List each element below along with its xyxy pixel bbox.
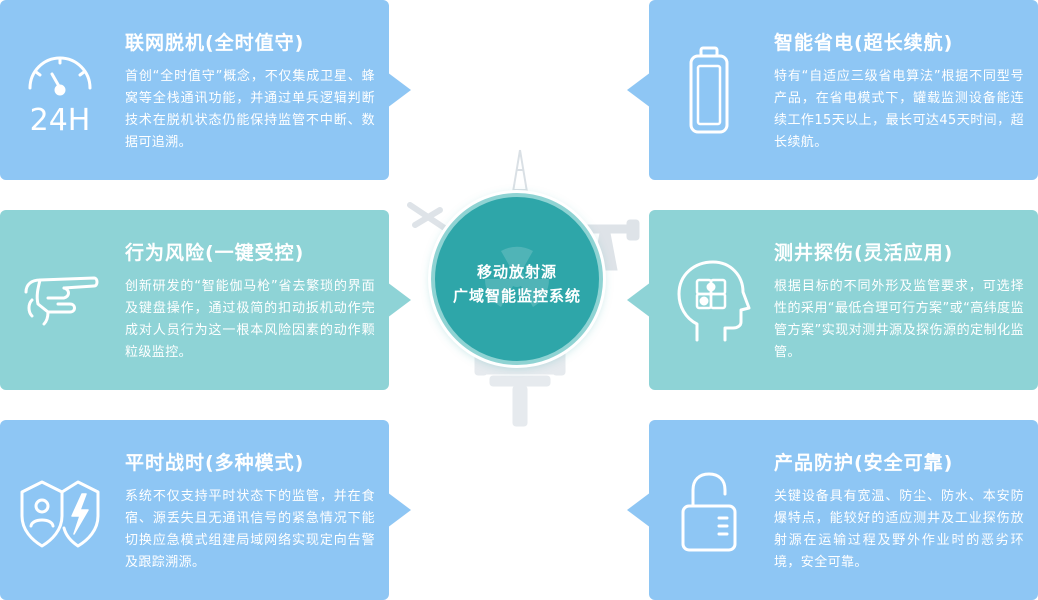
feature-description: 创新研发的“智能伽马枪”省去繁琐的界面及键盘操作，通过极简的扣动扳机动作完成对人… bbox=[125, 279, 375, 360]
card-pointer bbox=[627, 492, 651, 528]
shield-user-lightning-icon bbox=[18, 464, 102, 556]
gauge-24h-icon: 24H bbox=[18, 44, 102, 136]
feature-title: 智能省电(超长续航) bbox=[774, 32, 954, 54]
hand-pointing-icon bbox=[18, 254, 102, 346]
battery-icon bbox=[667, 44, 751, 136]
feature-title: 产品防护(安全可靠) bbox=[774, 452, 954, 474]
feature-title: 平时战时(多种模式) bbox=[125, 452, 305, 474]
feature-description: 根据目标的不同外形及监管要求，可选择性的采用“最低合理可行方案”或“高纬度监管方… bbox=[774, 279, 1024, 360]
feature-card-offline-monitoring: 24H 联网脱机(全时值守) 首创“全时值守”概念，不仅集成卫星、蜂窝等全栈通讯… bbox=[0, 0, 411, 180]
center-title-line2: 广域智能监控系统 bbox=[452, 287, 581, 305]
svg-text:24H: 24H bbox=[30, 103, 91, 136]
feature-title: 测井探伤(灵活应用) bbox=[774, 242, 954, 264]
card-pointer bbox=[627, 282, 651, 318]
card-pointer bbox=[387, 282, 411, 318]
feature-title: 行为风险(一键受控) bbox=[125, 242, 305, 264]
center-system-badge: 移动放射源 广域智能监控系统 bbox=[431, 193, 603, 365]
feature-card-power-saving: 智能省电(超长续航) 特有“自适应三级省电算法”根据不同型号产品，在省电模式下，… bbox=[627, 0, 1038, 180]
feature-description: 特有“自适应三级省电算法”根据不同型号产品，在省电模式下，罐载监测设备能连续工作… bbox=[774, 69, 1024, 150]
card-pointer bbox=[387, 492, 411, 528]
feature-title: 联网脱机(全时值守) bbox=[125, 32, 305, 54]
feature-card-logging-inspection: 测井探伤(灵活应用) 根据目标的不同外形及监管要求，可选择性的采用“最低合理可行… bbox=[627, 210, 1038, 390]
feature-card-protection: 产品防护(安全可靠) 关键设备具有宽温、防尘、防水、本安防爆特点，能较好的适应测… bbox=[627, 420, 1038, 600]
padlock-icon bbox=[667, 464, 751, 556]
head-puzzle-icon bbox=[667, 254, 751, 346]
radiation-symbol-icon bbox=[484, 246, 550, 307]
card-pointer bbox=[627, 72, 651, 108]
center-title-line1: 移动放射源 bbox=[476, 263, 557, 281]
feature-description: 系统不仅支持平时状态下的监管，并在食宿、源丢失且无通讯信号的紧急情况下能切换应急… bbox=[125, 489, 375, 570]
feature-card-multi-mode: 平时战时(多种模式) 系统不仅支持平时状态下的监管，并在食宿、源丢失且无通讯信号… bbox=[0, 420, 411, 600]
feature-card-behavior-risk: 行为风险(一键受控) 创新研发的“智能伽马枪”省去繁琐的界面及键盘操作，通过极简… bbox=[0, 210, 411, 390]
card-pointer bbox=[387, 72, 411, 108]
feature-description: 首创“全时值守”概念，不仅集成卫星、蜂窝等全栈通讯功能，并通过单兵逻辑判断技术在… bbox=[125, 69, 375, 150]
feature-description: 关键设备具有宽温、防尘、防水、本安防爆特点，能较好的适应测井及工业探伤放射源在运… bbox=[774, 489, 1024, 570]
